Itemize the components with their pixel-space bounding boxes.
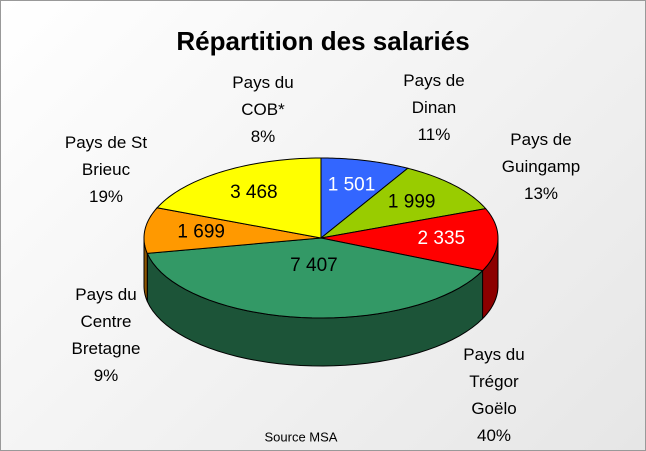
- value-label: 1 999: [388, 191, 436, 212]
- slice: [156, 157, 322, 239]
- percent-label: 19%: [88, 187, 124, 206]
- percent-label: 9%: [93, 366, 119, 385]
- percent-label: 11%: [417, 125, 451, 144]
- value-label: 7 407: [290, 255, 338, 276]
- category-label-box: Pays de Guingamp 13%: [491, 126, 591, 207]
- source: Source MSA: [265, 429, 338, 444]
- chart-title: Répartition des salariés: [176, 26, 469, 56]
- category-label: Pays de Dinan: [403, 71, 465, 117]
- slice: [320, 167, 487, 239]
- category-label: Pays du Centre Bretagne: [71, 285, 141, 358]
- percent-label: 40%: [476, 426, 512, 445]
- category-label-box: Pays du COB* 8%: [225, 69, 301, 150]
- value-label: 3 468: [230, 182, 278, 203]
- value-label: 1 501: [328, 174, 376, 195]
- category-label-box: Pays du Trégor Goëlo 40%: [453, 341, 535, 449]
- category-label: Pays du COB*: [232, 73, 294, 119]
- sides: [143, 237, 499, 367]
- category-label: Pays du Trégor Goëlo: [463, 345, 525, 418]
- category-label: Pays de St Brieuc: [64, 133, 148, 179]
- slice: [143, 207, 322, 254]
- slice: [320, 208, 499, 272]
- percent-label: 13%: [523, 184, 559, 203]
- category-label-box: Pays de St Brieuc 19%: [56, 129, 156, 210]
- tops: [143, 157, 499, 319]
- category-label-box: Pays de Dinan 11%: [396, 67, 472, 148]
- category-label-box: Pays du Centre Bretagne 9%: [65, 281, 147, 389]
- percent-label: 8%: [250, 127, 276, 146]
- value-label: 2 335: [418, 228, 466, 249]
- value-label: 1 699: [177, 222, 225, 243]
- slice: [320, 157, 409, 240]
- slice: [146, 237, 484, 319]
- category-label: Pays de Guingamp: [501, 130, 581, 176]
